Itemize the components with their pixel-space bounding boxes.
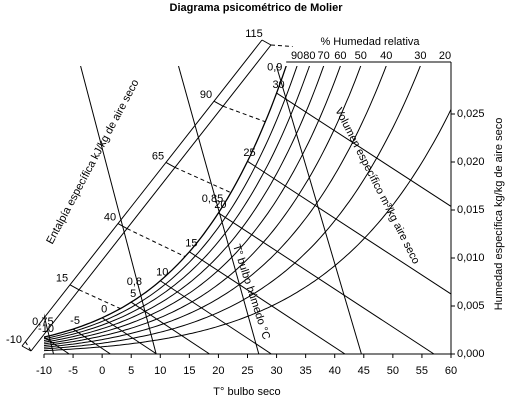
x-tick-label: 60 [445,365,457,377]
wet-bulb-line [276,92,451,207]
x-tick-label: -10 [36,365,52,377]
enthalpy-tick [261,39,272,46]
x-tick-label: -5 [68,365,78,377]
volume-label: 0,8 [127,276,142,288]
chart-title: Diagrama psicométrico de Molier [170,2,344,14]
rh-curve [44,66,362,347]
enthalpy-line [126,228,186,258]
enthalpy-tick-label: 65 [152,150,164,162]
enthalpy-label: Entalpía específica kJ/kg de aire seco [44,78,141,247]
y2-tick-label: 0,025 [457,108,485,120]
enthalpy-tick [213,100,224,107]
y2-axis-label: Humedad específica kg/kg de aire seco [493,118,505,311]
volume-label: 0,85 [202,193,223,205]
rh-curve [44,109,451,352]
enthalpy-tick [21,345,32,352]
enthalpy-line [78,289,121,310]
x-tick-label: 50 [387,365,399,377]
enthalpy-tick-label: -10 [6,334,22,346]
x-tick-label: 35 [300,365,312,377]
volume-line [178,66,260,354]
enthalpy-scale [30,44,272,352]
volume-label: 0,9 [267,61,282,73]
rh-curve [44,66,310,341]
wet-bulb-line [218,212,435,354]
y2-tick-label: 0,005 [457,300,485,312]
rh-label: 70 [318,50,330,62]
y2-tick-label: 0,010 [457,252,485,264]
enthalpy-tick-label: 40 [104,212,116,224]
wet-bulb-label: 25 [243,147,255,159]
volume-label: Volumen específico m³/kg aire seco [332,106,422,266]
rh-label: 80 [303,50,315,62]
enthalpy-tick-label: 115 [245,28,263,40]
wet-bulb-line [44,336,70,354]
enthalpy-tick [165,161,176,168]
enthalpy-line [270,44,293,48]
wet-bulb-line [189,251,346,354]
wet-bulb-label: 30 [272,79,284,91]
saturation-curve [44,66,287,338]
x-tick-label: 20 [212,365,224,377]
wet-bulb-line [72,328,111,354]
rh-label: 20 [439,50,451,62]
wet-bulb-label: 0 [101,304,107,316]
wet-bulb-line [160,280,272,354]
rh-label: 40 [380,50,392,62]
rh-curve [44,66,387,348]
x-tick-label: 30 [270,365,282,377]
x-tick-label: 45 [358,365,370,377]
enthalpy-line [24,340,32,352]
x-tick-label: 55 [416,365,428,377]
rh-curve [44,66,325,343]
rh-curve [44,66,298,340]
wet-bulb-label: 10 [156,267,168,279]
rh-label: % Humedad relativa [320,36,420,48]
volume-label: 0,75 [32,316,53,328]
wet-bulb-line [101,317,157,354]
rh-label: 90 [291,50,303,62]
enthalpy-tick [69,284,80,291]
enthalpy-tick [117,223,128,230]
enthalpy-scale [21,39,263,347]
plot-area [44,66,451,354]
wet-bulb-label: 20 [214,199,226,211]
rh-label: 50 [355,50,367,62]
wet-bulb-label: 5 [130,288,136,300]
x-tick-label: 10 [154,365,166,377]
wet-bulb-line [130,301,210,354]
y2-tick-label: 0,015 [457,204,485,216]
enthalpy-line [174,166,232,194]
x-tick-label: 40 [329,365,341,377]
x-tick-label: 15 [183,365,195,377]
enthalpy-tick-label: 90 [200,89,212,101]
enthalpy-tick-label: 15 [56,273,68,285]
y2-tick-label: 0,020 [457,156,485,168]
rh-curve [44,66,341,345]
wet-bulb-line [247,160,451,295]
wet-bulb-label: -5 [70,315,80,327]
x-tick-label: 5 [128,365,134,377]
x-tick-label: 0 [99,365,105,377]
x-tick-label: 25 [241,365,253,377]
rh-label: 60 [334,50,346,62]
volume-line [80,66,157,354]
wet-bulb-label: 15 [185,238,197,250]
enthalpy-line [222,105,266,123]
rh-label: 30 [414,50,426,62]
rh-curve [44,66,421,350]
volume-line [44,313,55,354]
volume-line [275,66,362,354]
x-axis-label: T° bulbo seco [213,386,280,398]
y2-tick-label: 0,000 [457,348,485,360]
